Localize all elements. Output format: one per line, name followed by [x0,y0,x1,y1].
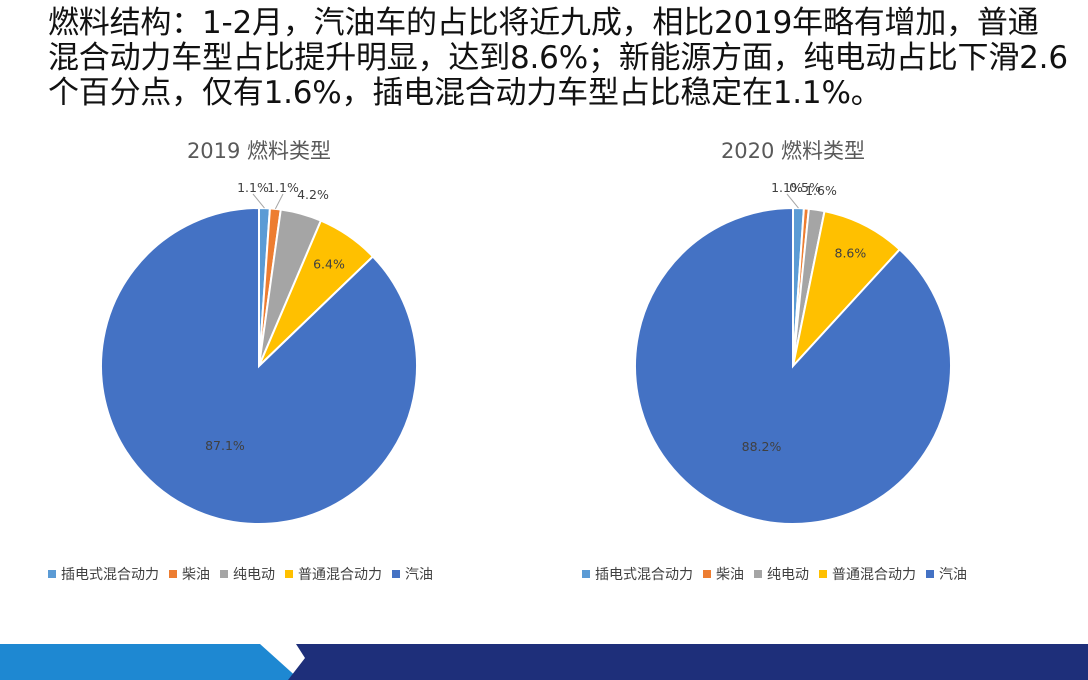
legend-item-gasoline: 汽油 [926,564,967,584]
legend-swatch-phev [582,570,590,578]
legend-item-phev: 插电式混合动力 [582,564,693,584]
slice-label-phev: 1.1% [771,180,803,195]
legend-swatch-diesel [703,570,711,578]
pie-slice-hev [791,210,902,370]
slice-label-diesel: 0.5% [789,180,821,195]
legend-item-hev: 普通混合动力 [819,564,916,584]
legend-swatch-diesel [169,570,177,578]
legend-item-hev: 普通混合动力 [285,564,382,584]
pie-chart-2020: 2020 燃料类型 1.1% 0.5% 1.6% 8.6% 88.2% 插电式混合动力 柴油… [534,130,1068,600]
legend-swatch-phev [48,570,56,578]
legend-label-bev: 纯电动 [233,567,275,583]
legend-label-hev: 普通混合动力 [832,567,916,583]
slice-label-bev: 4.2% [297,187,329,202]
pie-slice-gasoline [100,206,418,525]
slice-label-diesel: 1.1% [267,180,299,195]
legend-label-gasoline: 汽油 [939,567,967,583]
legend-label-gasoline: 汽油 [405,567,433,583]
slice-label-gasoline: 87.1% [205,438,245,453]
leader-line-phev [252,193,265,209]
legend-label-phev: 插电式混合动力 [61,567,159,583]
legend-swatch-bev [220,570,228,578]
pie-chart-2020-svg: 2020 燃料类型 1.1%0.5%1.6% 8.6% 88.2% [634,139,952,525]
footer-band-light [0,644,300,680]
legend-2020: 插电式混合动力 柴油 纯电动 普通混合动力 汽油 [582,564,967,584]
legend-item-bev: 纯电动 [754,564,809,584]
legend-swatch-hev [285,570,293,578]
legend-item-phev: 插电式混合动力 [48,564,159,584]
legend-item-diesel: 柴油 [703,564,744,584]
legend-item-diesel: 柴油 [169,564,210,584]
leader-line-diesel [274,193,284,210]
legend-label-phev: 插电式混合动力 [595,567,693,583]
pie-slice-gasoline [634,206,952,525]
slice-label-hev: 8.6% [835,245,867,260]
pie-chart-2019: 2019 燃料类型 1.1% 1.1% 4.2% 6.4% 87.1% 插电式混合动力 柴油… [0,130,534,600]
slice-label-hev: 6.4% [313,257,345,272]
legend-label-bev: 纯电动 [767,567,809,583]
slice-label-bev: 1.6% [805,183,837,198]
legend-item-gasoline: 汽油 [392,564,433,584]
slice-label-phev: 1.1% [237,180,269,195]
footer-band-dark [288,644,1088,680]
headline: 燃料结构：1-2月，汽油车的占比将近九成，相比2019年略有增加，普通混合动力车… [48,5,1068,111]
legend-swatch-gasoline [926,570,934,578]
footer-band [0,644,1088,680]
chart-title: 2020 燃料类型 [721,139,865,163]
chart-title: 2019 燃料类型 [187,139,331,163]
legend-swatch-gasoline [392,570,400,578]
legend-label-hev: 普通混合动力 [298,567,382,583]
slice-label-gasoline: 88.2% [742,439,782,454]
leader-line-phev [786,193,799,209]
legend-swatch-hev [819,570,827,578]
legend-label-diesel: 柴油 [182,567,210,583]
legend-swatch-bev [754,570,762,578]
legend-label-diesel: 柴油 [716,567,744,583]
legend-item-bev: 纯电动 [220,564,275,584]
legend-2019: 插电式混合动力 柴油 纯电动 普通混合动力 汽油 [48,564,433,584]
